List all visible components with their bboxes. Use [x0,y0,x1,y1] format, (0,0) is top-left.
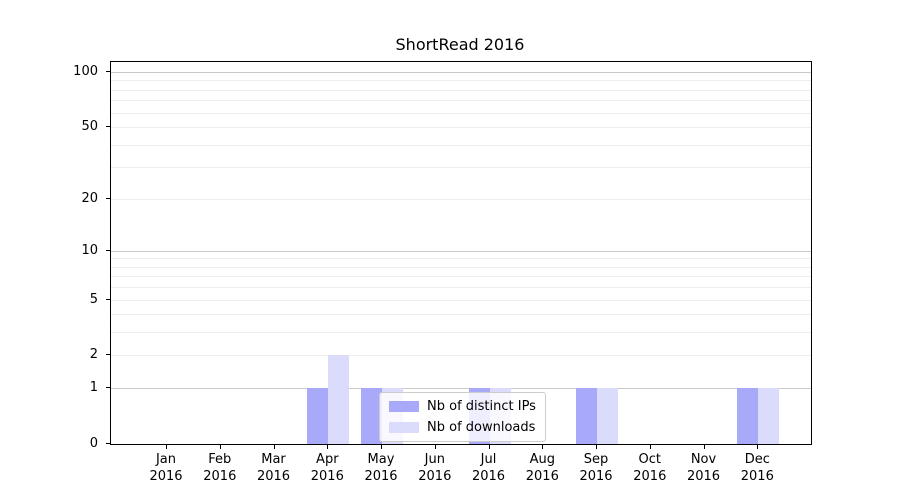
bar-downloads [597,388,618,444]
x-tick-mark [649,445,651,449]
minor-gridline [111,112,811,114]
legend-swatch-downloads [389,422,419,433]
minor-gridline [111,258,811,260]
bar-distinct-ips [361,388,382,444]
y-tick-label: 0 [89,436,98,451]
y-tick-label: 10 [81,242,98,258]
legend-item-downloads: Nb of downloads [389,420,536,435]
plot-area: Nb of distinct IPs Nb of downloads [110,61,812,445]
minor-gridline [111,355,811,357]
y-tick-label: 2 [89,347,98,363]
y-tick-label: 5 [89,291,98,307]
y-tick-label: 100 [73,64,98,79]
y-tick-mark [106,126,110,128]
x-tick-label: Oct 2016 [633,452,667,484]
x-tick-mark [381,445,382,449]
y-tick-label: 20 [81,190,98,206]
y-tick-label: 1 [89,380,98,396]
x-tick-label: Jul 2016 [471,452,506,484]
x-tick-label: Sep 2016 [579,452,613,484]
x-tick-label: Feb 2016 [203,452,237,484]
x-tick-mark [488,445,490,449]
x-tick-mark [596,445,597,449]
x-tick-label: May 2016 [364,452,398,484]
x-tick-mark [166,445,167,449]
minor-gridline [111,100,811,102]
minor-gridline [111,287,811,289]
minor-gridline [111,127,811,129]
minor-gridline [111,276,811,278]
legend-item-distinct-ips: Nb of distinct IPs [389,399,536,414]
bar-downloads [758,388,780,444]
x-tick-mark [327,445,329,449]
x-tick-label: Nov 2016 [686,452,721,484]
minor-gridline [111,299,811,301]
x-tick-mark [542,445,544,449]
major-gridline [111,250,811,252]
bar-distinct-ips [307,388,329,444]
y-tick-mark [106,443,110,444]
y-tick-mark [106,298,110,300]
major-gridline [111,72,811,73]
x-tick-mark [273,445,275,449]
minor-gridline [111,167,811,169]
y-tick-mark [106,249,110,251]
bars-layer [111,62,811,444]
chart-title: ShortRead 2016 [395,35,525,54]
y-tick-mark [106,197,110,199]
minor-gridline [111,332,811,334]
x-tick-label: Jun 2016 [418,452,452,484]
y-tick-mark [106,387,110,389]
y-tick-label: 50 [81,119,98,135]
legend-label-downloads: Nb of downloads [427,420,536,435]
minor-gridline [111,144,811,146]
x-tick-label: Apr 2016 [310,452,344,484]
legend-swatch-distinct-ips [389,401,419,412]
legend-label-distinct-ips: Nb of distinct IPs [427,399,536,414]
legend: Nb of distinct IPs Nb of downloads [379,392,546,442]
x-tick-label: Dec 2016 [740,452,774,484]
y-tick-mark [106,71,110,72]
minor-gridline [111,314,811,316]
x-tick-label: Aug 2016 [525,452,559,484]
x-tick-label: Mar 2016 [256,452,291,484]
bar-distinct-ips [576,388,597,444]
x-tick-mark [757,445,759,449]
minor-gridline [111,89,811,91]
minor-gridline [111,266,811,268]
bar-distinct-ips [737,388,759,444]
x-tick-mark [219,445,221,449]
bar-downloads [328,355,350,444]
x-tick-mark [703,445,705,449]
minor-gridline [111,198,811,200]
y-tick-mark [106,354,110,356]
x-tick-mark [434,445,436,449]
x-tick-label: Jan 2016 [149,452,183,484]
major-gridline [111,388,811,390]
grid-layer [111,62,811,444]
minor-gridline [111,80,811,82]
